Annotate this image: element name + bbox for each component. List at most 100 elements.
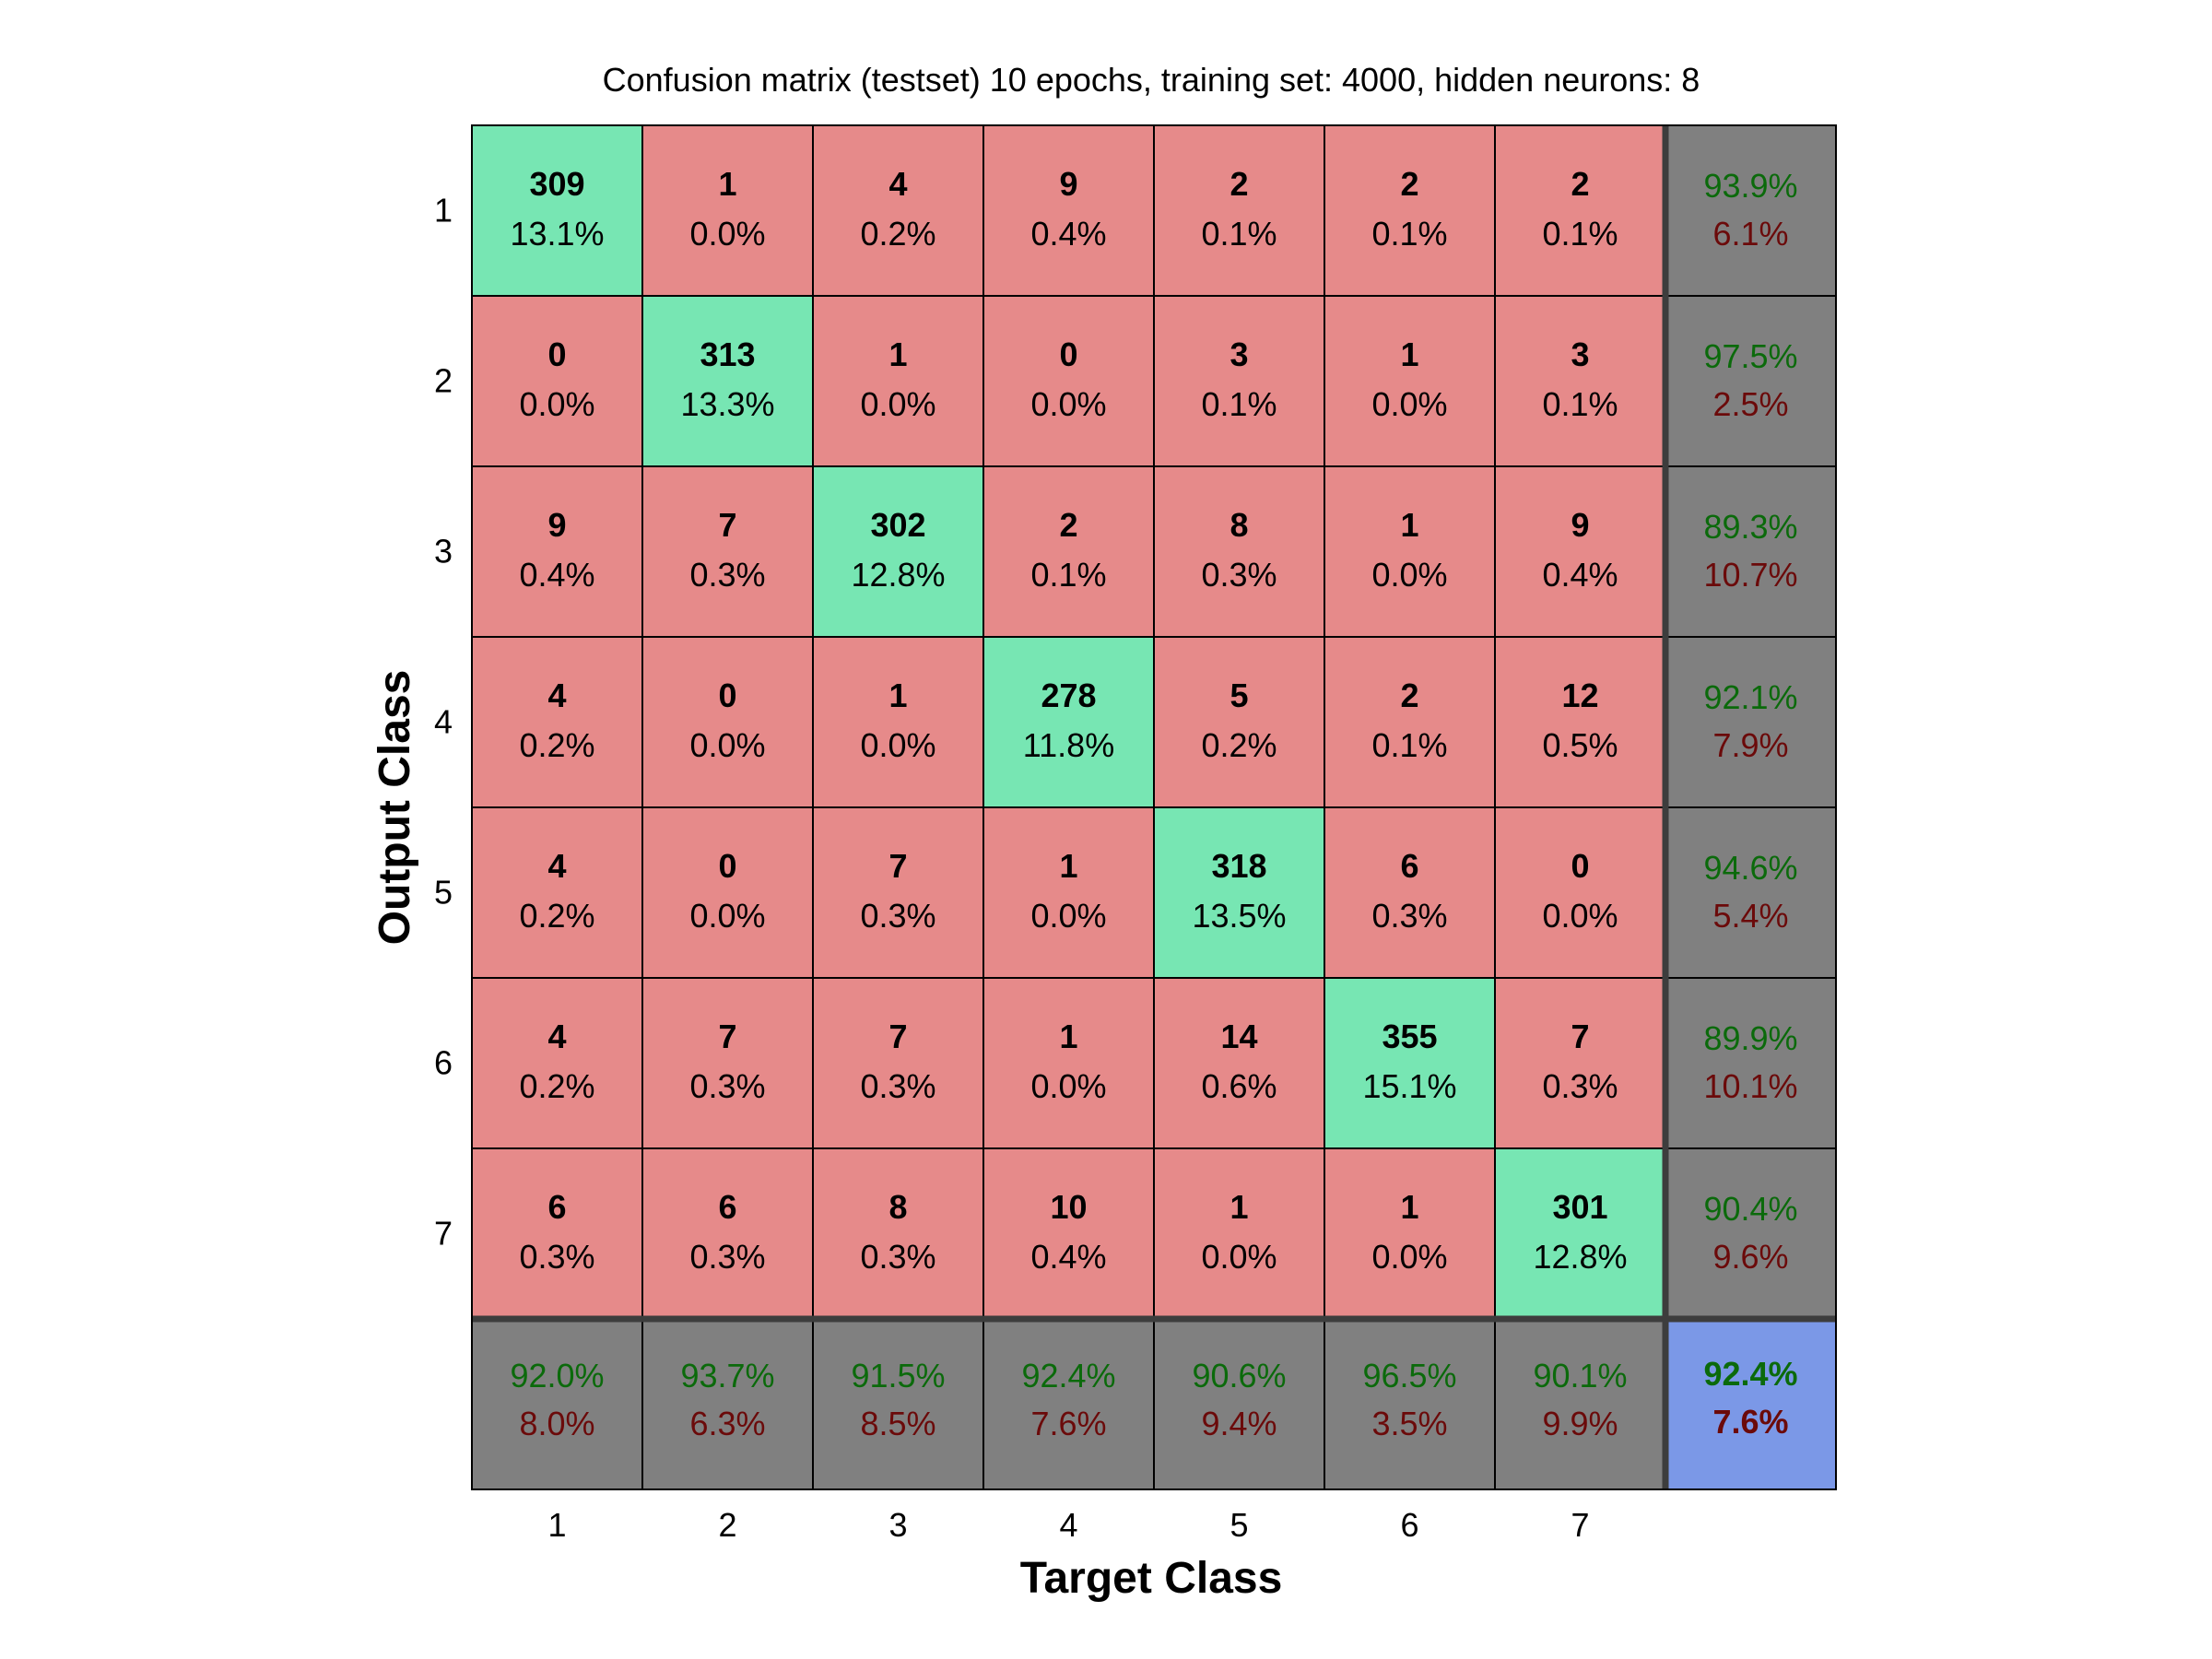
cell-percent: 13.5% [1192, 897, 1286, 935]
cell-count: 1 [1400, 335, 1418, 373]
axis-ticks: 1 2 3 4 5 6 7 1 2 3 4 5 6 7 [434, 192, 1590, 1545]
x-tick-label: 2 [718, 1506, 736, 1544]
matrix-cell-correct [471, 124, 643, 297]
row-summary-correct: 89.9% [1703, 1019, 1797, 1057]
matrix-cell-correct [812, 465, 984, 638]
cell-percent: 0.1% [1371, 215, 1447, 253]
column-summary-error: 8.5% [860, 1405, 935, 1442]
cell-count: 1 [1400, 1188, 1418, 1226]
cell-percent: 12.8% [1533, 1238, 1627, 1276]
matrix-cell-error [1153, 465, 1325, 638]
cell-percent: 0.0% [1030, 897, 1106, 935]
matrix-cell-correct [1324, 977, 1496, 1149]
matrix-cell-error [1324, 465, 1496, 638]
matrix-cell-error [812, 977, 984, 1149]
cell-percent: 0.3% [860, 1067, 935, 1105]
cell-count: 0 [1571, 847, 1589, 885]
cell-percent: 0.3% [689, 1238, 765, 1276]
cell-count: 4 [888, 165, 907, 203]
x-tick-label: 7 [1571, 1506, 1589, 1544]
matrix-cell-error [641, 806, 814, 979]
overall-correct: 92.4% [1703, 1355, 1797, 1393]
matrix-cell-error [982, 1147, 1155, 1320]
cell-percent: 0.0% [689, 897, 765, 935]
cell-count: 3 [1571, 335, 1589, 373]
row-summary-cell [1665, 465, 1837, 638]
row-summary-correct: 92.1% [1703, 678, 1797, 716]
row-summary-error: 7.9% [1712, 726, 1788, 764]
cell-percent: 11.8% [1023, 726, 1114, 764]
cell-percent: 0.2% [519, 726, 594, 764]
cell-percent: 15.1% [1362, 1067, 1456, 1105]
row-summary-error: 10.7% [1703, 556, 1797, 594]
column-summary-correct: 91.5% [851, 1357, 945, 1394]
cell-count: 1 [888, 677, 907, 714]
cell-count: 318 [1211, 847, 1266, 885]
y-tick-label: 7 [434, 1215, 453, 1253]
column-summary-correct: 92.4% [1021, 1357, 1115, 1394]
cell-count: 12 [1561, 677, 1598, 714]
column-summary-error: 7.6% [1030, 1405, 1106, 1442]
cell-count: 7 [888, 1018, 907, 1055]
cell-percent: 0.0% [1201, 1238, 1277, 1276]
matrix-cell-error [1494, 636, 1666, 808]
cell-count: 6 [547, 1188, 566, 1226]
row-summary-cell [1665, 806, 1837, 979]
cell-percent: 0.3% [860, 897, 935, 935]
cell-count: 301 [1552, 1188, 1607, 1226]
matrix-cell-error [471, 465, 643, 638]
cell-percent: 0.0% [1371, 385, 1447, 423]
cell-count: 8 [888, 1188, 907, 1226]
y-tick-label: 3 [434, 533, 453, 571]
cell-count: 14 [1220, 1018, 1257, 1055]
row-summary-correct: 89.3% [1703, 508, 1797, 546]
matrix-cell-error [812, 295, 984, 467]
cell-percent: 0.4% [519, 556, 594, 594]
matrix-cell-correct [982, 636, 1155, 808]
matrix-cell-error [812, 124, 984, 297]
cell-count: 1 [718, 165, 736, 203]
column-summary-cell [812, 1318, 984, 1490]
matrix-cell-error [1324, 1147, 1496, 1320]
column-summary-correct: 92.0% [510, 1357, 604, 1394]
matrix-cell-error [1153, 1147, 1325, 1320]
x-tick-label: 5 [1230, 1506, 1248, 1544]
matrix-cell-error [1494, 124, 1666, 297]
row-summary-cell [1665, 636, 1837, 808]
cell-percent: 0.3% [1201, 556, 1277, 594]
cell-percent: 0.2% [1201, 726, 1277, 764]
matrix-cell-error [982, 806, 1155, 979]
cell-count: 278 [1041, 677, 1096, 714]
cell-count: 1 [888, 335, 907, 373]
y-axis-label: Output Class [371, 670, 419, 946]
matrix-cell-error [1324, 806, 1496, 979]
matrix-cell-error [471, 295, 643, 467]
column-summary-cell [1494, 1318, 1666, 1490]
cell-percent: 0.0% [1030, 1067, 1106, 1105]
matrix-cell-error [641, 636, 814, 808]
cell-count: 7 [718, 506, 736, 544]
row-summary-correct: 93.9% [1703, 167, 1797, 205]
cell-count: 313 [700, 335, 755, 373]
cell-percent: 0.1% [1201, 215, 1277, 253]
matrix-cell-error [1494, 977, 1666, 1149]
cell-percent: 0.5% [1542, 726, 1618, 764]
cell-count: 3 [1230, 335, 1248, 373]
cell-percent: 0.4% [1030, 1238, 1106, 1276]
cell-percent: 0.1% [1030, 556, 1106, 594]
row-summary-correct: 94.6% [1703, 849, 1797, 887]
cell-percent: 0.3% [689, 1067, 765, 1105]
row-summary-cell [1665, 295, 1837, 467]
y-tick-label: 2 [434, 362, 453, 400]
column-summary-error: 9.4% [1201, 1405, 1277, 1442]
cell-percent: 0.0% [860, 385, 935, 423]
cell-count: 7 [1571, 1018, 1589, 1055]
matrix-cell-error [641, 465, 814, 638]
x-tick-label: 1 [547, 1506, 566, 1544]
cell-count: 1 [1059, 847, 1077, 885]
matrix-cell-error [641, 977, 814, 1149]
matrix-cell-correct [641, 295, 814, 467]
row-summary-cell [1665, 124, 1837, 297]
y-tick-label: 6 [434, 1044, 453, 1082]
